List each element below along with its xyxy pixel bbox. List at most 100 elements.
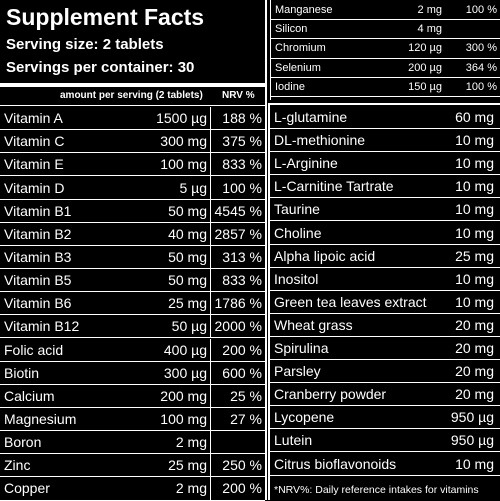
item-amount: 50 µg	[171, 318, 207, 335]
column-divider	[210, 338, 211, 361]
item-amount: 950 µg	[450, 432, 494, 449]
divider	[0, 83, 265, 87]
item-amount: 40 mg	[168, 225, 207, 242]
item-name: Folic acid	[4, 341, 64, 358]
table-row: L-glutamine 60 mg	[270, 106, 500, 130]
item-amount: 50 mg	[168, 202, 207, 219]
item-amount: 120 µg	[408, 42, 442, 55]
table-row: Taurine 10 mg	[270, 198, 500, 222]
table-row: Cranberry powder 20 mg	[270, 383, 500, 407]
column-divider	[210, 153, 211, 176]
item-name: Selenium	[275, 61, 321, 74]
item-amount: 1500 µg	[156, 110, 207, 127]
right-top-panel	[270, 0, 500, 100]
servings-per-container: Servings per container: 30	[6, 59, 195, 76]
table-row: L-Arginine 10 mg	[270, 152, 500, 176]
item-name: Choline	[274, 224, 322, 241]
column-divider	[210, 107, 211, 130]
item-amount: 2 mg	[175, 434, 207, 451]
divider	[0, 105, 265, 106]
item-amount: 950 µg	[450, 409, 494, 426]
item-amount: 10 mg	[455, 293, 494, 310]
table-row: Vitamin E 100 mg 833 %	[0, 153, 265, 177]
table-row: Alpha lipoic acid 25 mg	[270, 245, 500, 268]
table-row: Zinc 25 mg 250 %	[0, 454, 265, 478]
item-amount: 300 µg	[163, 364, 207, 381]
item-name: Vitamin B2	[4, 225, 72, 242]
table-row: Selenium 200 µg 364 %	[271, 59, 500, 78]
item-nrv: 833 %	[222, 272, 262, 289]
table-row: Choline 10 mg	[270, 222, 500, 245]
item-amount: 60 mg	[455, 109, 494, 126]
item-nrv: 100 %	[222, 179, 262, 196]
item-amount: 20 mg	[455, 340, 494, 357]
item-amount: 200 mg	[160, 387, 207, 404]
item-name: Vitamin B1	[4, 202, 72, 219]
item-amount: 10 mg	[455, 155, 494, 172]
item-amount: 100 mg	[160, 156, 207, 173]
table-row: Vitamin B12 50 µg 2000 %	[0, 315, 265, 339]
column-divider	[210, 269, 211, 292]
item-amount: 25 mg	[168, 457, 207, 474]
title: Supplement Facts	[6, 4, 205, 30]
table-row: Vitamin B6 25 mg 1786 %	[0, 292, 265, 316]
item-amount: 5 µg	[179, 179, 207, 196]
table-row: Vitamin C 300 mg 375 %	[0, 130, 265, 154]
item-name: Copper	[4, 480, 50, 497]
column-divider	[210, 384, 211, 407]
item-amount: 20 mg	[455, 363, 494, 380]
item-name: L-Arginine	[274, 155, 338, 172]
item-name: Iodine	[275, 80, 305, 93]
item-name: Biotin	[4, 364, 40, 381]
item-name: L-Carnitine Tartrate	[274, 178, 394, 195]
table-row: Vitamin A 1500 µg 188 %	[0, 107, 265, 131]
item-name: L-glutamine	[274, 109, 348, 126]
item-name: Vitamin B3	[4, 248, 72, 265]
table-row: Manganese 2 mg 100 %	[271, 1, 500, 21]
table-row: Vitamin B3 50 mg 313 %	[0, 245, 265, 270]
table-row: Chromium 120 µg 300 %	[271, 39, 500, 59]
item-name: Vitamin B6	[4, 295, 72, 312]
item-name: Vitamin B12	[4, 318, 80, 335]
item-name: Calcium	[4, 387, 55, 404]
item-name: Magnesium	[4, 411, 77, 427]
column-divider	[210, 199, 211, 222]
item-name: Chromium	[275, 42, 326, 55]
item-amount: 25 mg	[168, 295, 207, 312]
table-row: Copper 2 mg 200 %	[0, 477, 265, 501]
item-name: Wheat grass	[274, 316, 353, 333]
item-nrv: 200 %	[222, 341, 262, 358]
item-nrv: 100 %	[465, 4, 497, 17]
item-name: Cranberry powder	[274, 386, 387, 403]
item-nrv: 364 %	[465, 61, 497, 74]
item-nrv: 200 %	[222, 480, 262, 497]
table-row: Citrus bioflavonoids 10 mg	[270, 453, 500, 476]
item-name: DL-methionine	[274, 132, 366, 149]
item-nrv: 27 %	[230, 411, 262, 427]
table-row: Inositol 10 mg	[270, 268, 500, 291]
table-row: Boron 2 mg	[0, 431, 265, 455]
table-row: Vitamin B1 50 mg 4545 %	[0, 199, 265, 223]
table-row: Spirulina 20 mg	[270, 337, 500, 361]
item-name: Lutein	[274, 432, 313, 449]
item-name: Boron	[4, 434, 42, 451]
table-row: Biotin 300 µg 600 %	[0, 361, 265, 385]
item-nrv: 4545 %	[214, 202, 262, 219]
table-row: Magnesium 100 mg 27 %	[0, 407, 265, 432]
item-name: Manganese	[275, 4, 333, 17]
nrv-header: NRV %	[222, 90, 255, 101]
item-amount: 150 µg	[408, 80, 442, 93]
item-amount: 300 mg	[160, 133, 207, 150]
column-divider	[210, 176, 211, 199]
amount-header: amount per serving (2 tablets)	[60, 90, 203, 101]
column-divider	[210, 431, 211, 454]
item-amount: 20 mg	[455, 316, 494, 333]
item-amount: 2 mg	[417, 4, 442, 17]
item-nrv: 313 %	[222, 248, 262, 265]
item-name: Vitamin D	[4, 179, 65, 196]
item-amount: 20 mg	[455, 386, 494, 403]
column-divider	[210, 222, 211, 245]
item-nrv: 188 %	[222, 110, 262, 127]
item-name: Parsley	[274, 363, 321, 380]
item-name: Spirulina	[274, 340, 329, 357]
